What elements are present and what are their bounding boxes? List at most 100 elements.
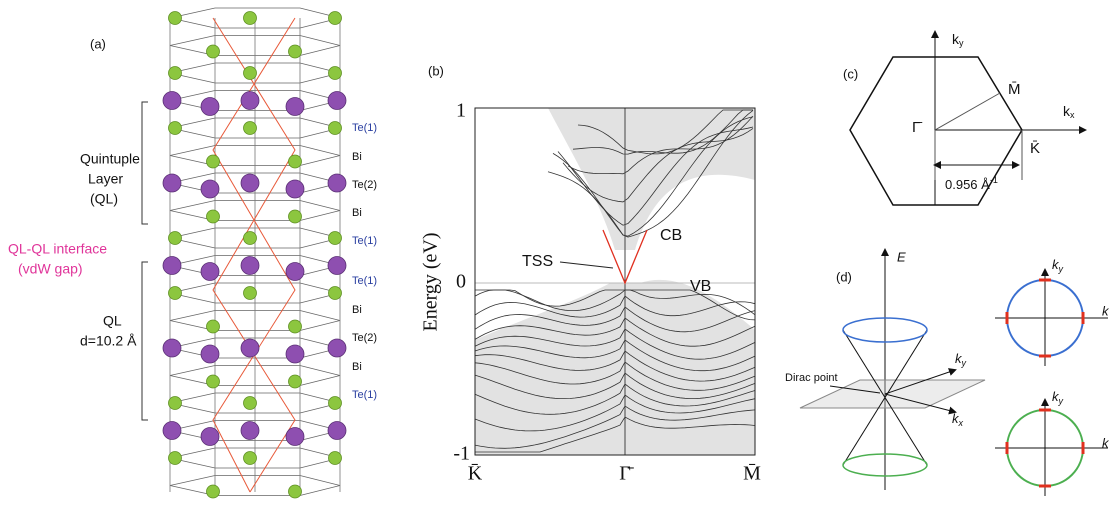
atom — [244, 67, 257, 80]
atom — [244, 452, 257, 465]
x-tick-label: Γ̄ — [619, 463, 635, 485]
ql-label: Quintuple — [80, 151, 140, 167]
atom — [163, 92, 181, 110]
atom — [329, 12, 342, 25]
point-label: Γ̄ — [912, 119, 922, 136]
atom — [286, 180, 304, 198]
atom — [286, 428, 304, 446]
atom — [207, 375, 220, 388]
atom — [286, 263, 304, 281]
atom — [289, 485, 302, 498]
atom — [244, 397, 257, 410]
atom — [286, 345, 304, 363]
plane — [800, 380, 985, 408]
atom — [207, 45, 220, 58]
annotation: Dirac point — [785, 372, 838, 384]
atom — [329, 232, 342, 245]
atom — [329, 122, 342, 135]
atom — [163, 174, 181, 192]
atom — [328, 422, 346, 440]
atom — [244, 12, 257, 25]
band-structure — [475, 108, 755, 455]
atom — [289, 375, 302, 388]
atom — [169, 122, 182, 135]
layer-label: Bi — [352, 151, 362, 163]
ql-label: QL — [103, 313, 122, 329]
interface-label: QL-QL interface — [8, 241, 107, 257]
atom — [286, 98, 304, 116]
layer-label: Bi — [352, 361, 362, 373]
atom — [329, 287, 342, 300]
figure: (a) Quintuple Layer (QL) QL-QL interface… — [0, 0, 1113, 515]
atom — [163, 422, 181, 440]
point-label: K̄ — [1030, 140, 1040, 157]
annotation: CB — [660, 227, 682, 244]
panel-label: (d) — [836, 269, 852, 284]
atom — [328, 339, 346, 357]
atom — [289, 210, 302, 223]
layer-label: Te(1) — [352, 275, 377, 287]
atom — [201, 98, 219, 116]
atom — [169, 452, 182, 465]
axis-label: ky — [952, 31, 964, 49]
atom — [169, 12, 182, 25]
ql-label: d=10.2 Å — [80, 333, 137, 349]
axis-label: ky — [955, 351, 967, 368]
dirac-cone — [800, 250, 985, 490]
atom — [329, 452, 342, 465]
axis-label: ky — [1052, 257, 1064, 274]
atom — [329, 67, 342, 80]
bracket — [142, 262, 148, 420]
atom — [328, 174, 346, 192]
atom — [207, 485, 220, 498]
atom — [328, 92, 346, 110]
atom — [201, 428, 219, 446]
atom — [289, 320, 302, 333]
atom — [163, 257, 181, 275]
layer-label: Bi — [352, 207, 362, 219]
layer-label: Te(1) — [352, 235, 377, 247]
x-tick-label: K̄ — [468, 463, 483, 485]
atom — [241, 339, 259, 357]
layer-label: Te(1) — [352, 389, 377, 401]
layer-label: Te(2) — [352, 179, 377, 191]
atom — [289, 155, 302, 168]
gm-line — [935, 93, 1000, 130]
atom — [244, 232, 257, 245]
layer-label: Te(1) — [352, 122, 377, 134]
point-label: M̄ — [1008, 81, 1021, 98]
atom — [169, 67, 182, 80]
atom — [241, 422, 259, 440]
ql-label: (QL) — [90, 191, 118, 207]
y-axis-label: Energy (eV) — [420, 232, 442, 331]
atom — [244, 122, 257, 135]
y-tick-label: 0 — [456, 271, 466, 293]
axis-label: kx — [952, 411, 964, 428]
annotation: TSS — [522, 253, 553, 270]
atom — [207, 320, 220, 333]
atom — [244, 287, 257, 300]
atom — [241, 92, 259, 110]
atom — [241, 257, 259, 275]
atom — [201, 263, 219, 281]
atom — [241, 174, 259, 192]
panel-label: (b) — [428, 63, 444, 78]
atom — [169, 232, 182, 245]
atom — [207, 155, 220, 168]
x-tick-label: M̄ — [743, 463, 761, 485]
atom — [201, 345, 219, 363]
ql-label: Layer — [88, 171, 123, 187]
axis-label: kx — [1063, 103, 1075, 121]
atom — [207, 210, 220, 223]
crystal-structure — [163, 8, 346, 498]
axis-label: k — [1102, 303, 1110, 318]
axis-label: E — [897, 249, 906, 264]
distance-label: 0.956 Å-1 — [945, 175, 998, 192]
atom — [289, 45, 302, 58]
interface-label: (vdW gap) — [18, 261, 83, 277]
layer-label: Te(2) — [352, 332, 377, 344]
panel-label: (c) — [843, 66, 858, 81]
annotation: VB — [690, 278, 711, 295]
axis-label: ky — [1052, 389, 1064, 406]
bracket — [142, 102, 148, 224]
